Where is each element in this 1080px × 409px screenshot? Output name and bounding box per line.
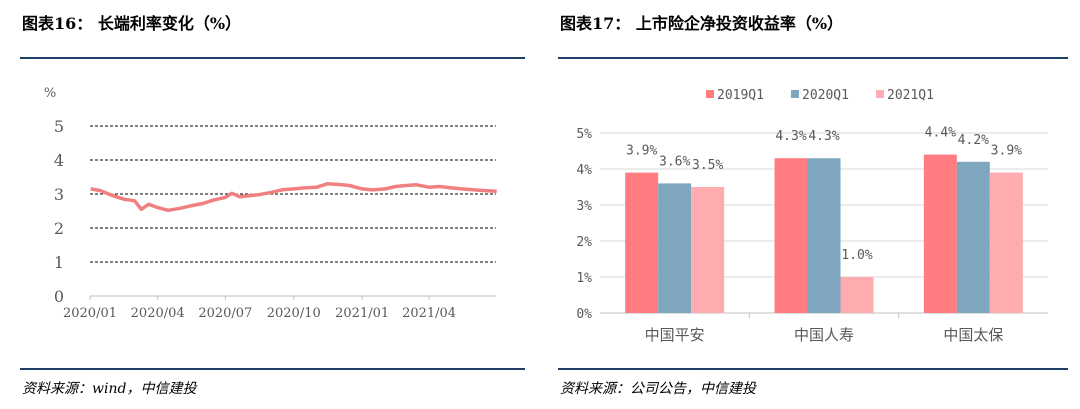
- left-source-note: 资料来源：wind，中信建投: [22, 381, 197, 397]
- y-tick-label: 2%: [576, 235, 592, 250]
- left-bottom-rule: [20, 368, 525, 370]
- right-source-note: 资料来源：公司公告，中信建投: [560, 381, 756, 397]
- y-tick-label: 5%: [576, 127, 592, 142]
- data-label: 3.6%: [659, 154, 690, 169]
- category-label: 中国太保: [943, 326, 1003, 344]
- y-tick-label: 4: [54, 151, 64, 170]
- bar-2019Q1: [625, 172, 659, 313]
- x-tick-label: 2020/10: [267, 306, 321, 321]
- category-label: 中国人寿: [794, 326, 854, 344]
- legend-label: 2020Q1: [802, 88, 849, 103]
- legend-swatch-2021Q1: [876, 90, 884, 98]
- x-tick-label: 2020/04: [131, 306, 185, 321]
- data-label: 4.3%: [775, 129, 806, 144]
- legend-swatch-2020Q1: [791, 90, 799, 98]
- y-tick-label: 2: [54, 219, 64, 238]
- x-tick-label: 2020/07: [198, 306, 252, 321]
- y-tick-label: 0%: [576, 307, 592, 322]
- right-top-rule: [558, 57, 1068, 59]
- bar-2019Q1: [774, 158, 808, 313]
- y-tick-label: 1%: [576, 271, 592, 286]
- data-label: 3.5%: [692, 158, 723, 173]
- x-tick-label: 2021/04: [402, 306, 456, 321]
- line-chart: % 0 1 2 3 4 5 2020/01 2020/04 2020/07 2020/10 2021/…: [44, 86, 497, 321]
- legend-label: 2021Q1: [887, 88, 934, 103]
- y-tick-label: 4%: [576, 163, 592, 178]
- data-label: 3.9%: [991, 144, 1022, 159]
- left-figure: 图表16： 长端利率变化（%） % 0 1 2 3 4 5 2020/01 2020/04 202…: [20, 14, 525, 397]
- y-tick-label: 5: [54, 117, 64, 136]
- y-tick-label: 3%: [576, 199, 592, 214]
- y-tick-label: 1: [54, 253, 64, 272]
- legend-swatch-2019Q1: [706, 90, 714, 98]
- series-line-long-term-rate: [90, 182, 497, 213]
- bar-2020Q1: [807, 158, 841, 313]
- category-label: 中国平安: [645, 326, 705, 344]
- bar-2020Q1: [658, 183, 692, 313]
- x-tick-label: 2021/01: [335, 306, 389, 321]
- legend-label: 2019Q1: [717, 88, 764, 103]
- y-tick-label: 0: [54, 287, 64, 306]
- data-label: 4.3%: [808, 129, 839, 144]
- left-top-rule: [20, 57, 525, 59]
- bar-2021Q1: [840, 277, 874, 313]
- right-bottom-rule: [558, 368, 1068, 370]
- y-axis-unit-label: %: [44, 86, 56, 101]
- x-tick-label: 2020/01: [63, 306, 117, 321]
- bar-2019Q1: [923, 154, 957, 313]
- bar-2021Q1: [989, 172, 1023, 313]
- data-label: 4.2%: [958, 133, 989, 148]
- bar-2021Q1: [691, 187, 725, 313]
- data-label: 3.9%: [626, 144, 657, 159]
- y-tick-label: 3: [54, 185, 64, 204]
- right-figure-title: 图表17： 上市险企净投资收益率（%）: [560, 14, 844, 33]
- data-label: 1.0%: [841, 248, 872, 263]
- bar-2020Q1: [956, 161, 990, 313]
- left-figure-title: 图表16： 长端利率变化（%）: [22, 14, 242, 33]
- data-label: 4.4%: [925, 126, 956, 141]
- right-figure: 图表17： 上市险企净投资收益率（%） 0% 1% 2% 3% 4% 5% 中国平安 3.9%…: [540, 0, 1080, 409]
